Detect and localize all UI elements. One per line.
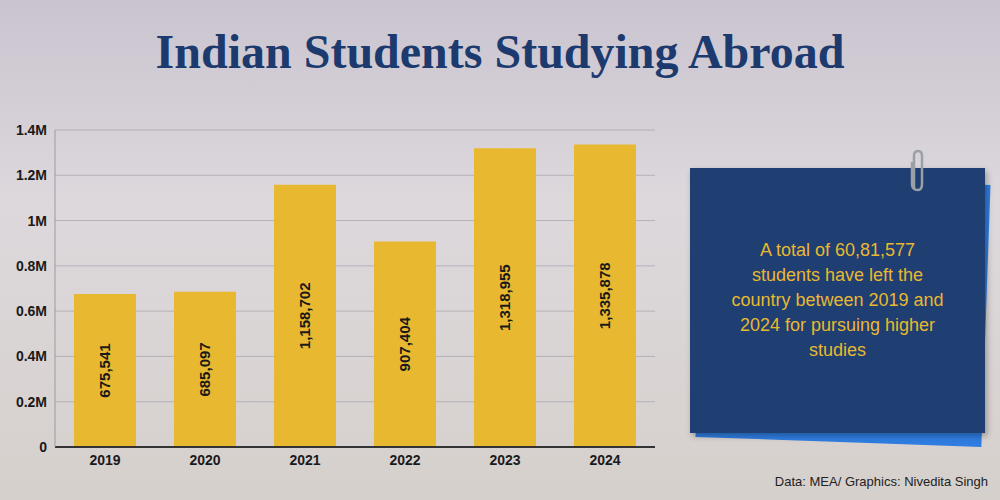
- svg-text:2020: 2020: [189, 452, 220, 468]
- svg-text:2023: 2023: [489, 452, 520, 468]
- svg-text:2021: 2021: [289, 452, 320, 468]
- html-text:A total of 60,81,577 students: A total of 60,81,577 students have left …: [731, 240, 944, 360]
- svg-text:1.2M: 1.2M: [16, 167, 47, 183]
- svg-text:2024: 2024: [589, 452, 620, 468]
- svg-text:0.4M: 0.4M: [16, 348, 47, 364]
- svg-text:675,541: 675,541: [97, 343, 114, 397]
- svg-text:907,404: 907,404: [397, 317, 414, 372]
- svg-text:1M: 1M: [28, 213, 47, 229]
- svg-text:0.2M: 0.2M: [16, 394, 47, 410]
- svg-text:0.8M: 0.8M: [16, 258, 47, 274]
- svg-text:2019: 2019: [89, 452, 120, 468]
- html-text:Indian Students Studying Abroa: Indian Students Studying Abroad: [155, 25, 845, 78]
- svg-text:685,097: 685,097: [197, 342, 214, 396]
- svg-text:1,158,702: 1,158,702: [297, 282, 314, 349]
- svg-text:1,335,878: 1,335,878: [597, 262, 614, 329]
- html-text:Data: MEA/ Graphics: Nivedita: Data: MEA/ Graphics: Nivedita Singh: [774, 474, 988, 489]
- svg-text:0: 0: [39, 439, 47, 455]
- svg-text:1.4M: 1.4M: [16, 122, 47, 138]
- svg-text:0.6M: 0.6M: [16, 303, 47, 319]
- svg-text:2022: 2022: [389, 452, 420, 468]
- svg-text:1,318,955: 1,318,955: [497, 264, 514, 331]
